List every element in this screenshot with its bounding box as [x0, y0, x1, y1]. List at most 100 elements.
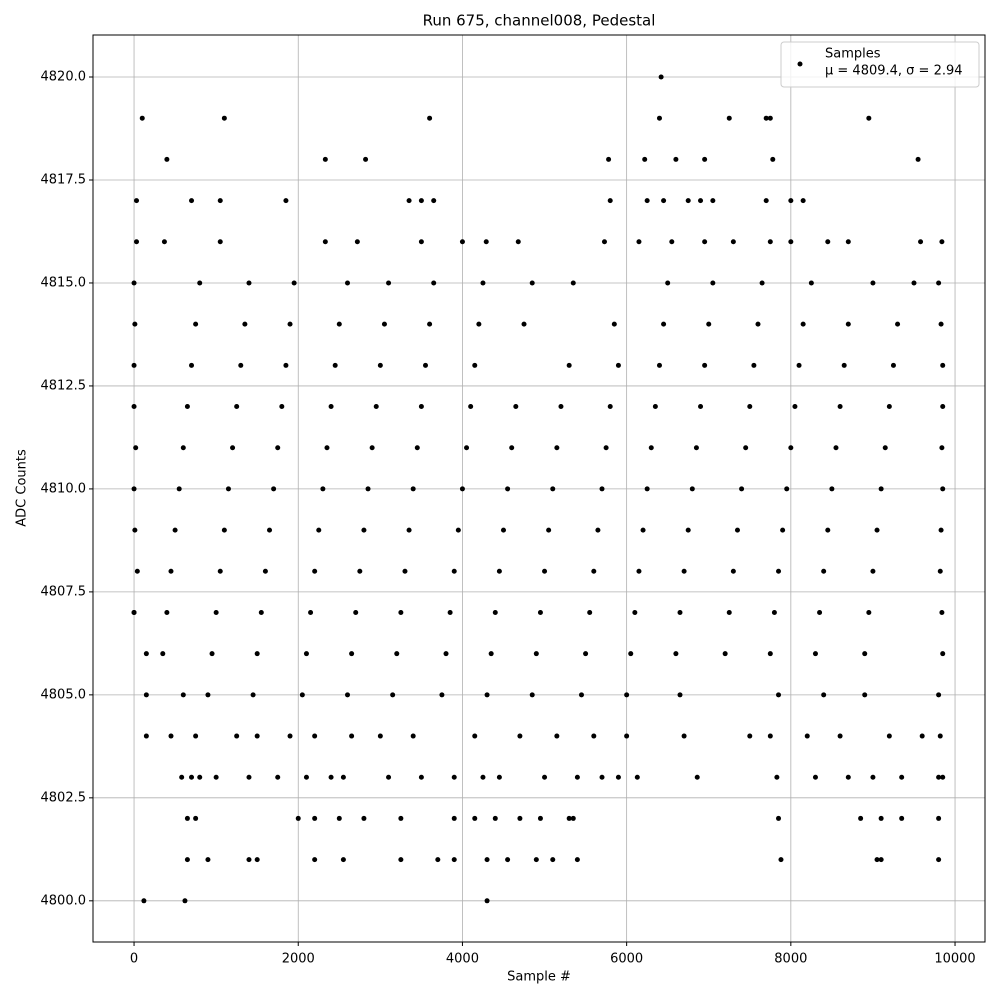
point [937, 733, 943, 739]
point [353, 609, 359, 615]
point [778, 857, 784, 863]
point [837, 404, 843, 410]
point [730, 239, 736, 245]
point [410, 486, 416, 492]
grid [93, 35, 985, 942]
point [459, 486, 465, 492]
point [505, 486, 511, 492]
point [143, 733, 149, 739]
point [558, 404, 564, 410]
point [161, 239, 167, 245]
x-tick-label: 4000 [446, 952, 479, 967]
point [591, 733, 597, 739]
legend-note: μ = 4809.4, σ = 2.94 [825, 64, 963, 79]
point [800, 198, 806, 204]
point [722, 651, 728, 657]
point [825, 527, 831, 533]
point [804, 733, 810, 739]
point [936, 815, 942, 821]
point [258, 609, 264, 615]
point [658, 74, 664, 80]
point [624, 733, 630, 739]
point [570, 280, 576, 286]
point [702, 362, 708, 368]
point [611, 321, 617, 327]
point [480, 774, 486, 780]
point [439, 692, 445, 698]
point [689, 486, 695, 492]
point [533, 651, 539, 657]
point [472, 733, 478, 739]
point [464, 445, 470, 451]
point [542, 568, 548, 574]
point [336, 321, 342, 327]
point [529, 692, 535, 698]
point [858, 815, 864, 821]
point [418, 774, 424, 780]
point [365, 486, 371, 492]
point [455, 527, 461, 533]
point [131, 280, 137, 286]
point [767, 651, 773, 657]
point [254, 857, 260, 863]
point [767, 239, 773, 245]
point [644, 486, 650, 492]
point [812, 774, 818, 780]
point [197, 280, 203, 286]
point [373, 404, 379, 410]
point [940, 404, 946, 410]
point [132, 527, 138, 533]
point [792, 404, 798, 410]
point [845, 774, 851, 780]
point [730, 568, 736, 574]
y-tick-label: 4800.0 [41, 893, 87, 908]
point [394, 651, 400, 657]
point [693, 445, 699, 451]
point [279, 404, 285, 410]
point [324, 445, 330, 451]
point [808, 280, 814, 286]
point [537, 609, 543, 615]
x-tick-label: 6000 [610, 952, 643, 967]
point [796, 362, 802, 368]
point [217, 568, 223, 574]
points [131, 74, 946, 904]
point [287, 733, 293, 739]
point [488, 651, 494, 657]
point [275, 445, 281, 451]
point [899, 774, 905, 780]
point [726, 115, 732, 121]
point [131, 609, 137, 615]
point [669, 239, 675, 245]
point [312, 733, 318, 739]
y-tick-label: 4815.0 [41, 275, 87, 290]
point [784, 486, 790, 492]
point [747, 733, 753, 739]
legend-box [780, 41, 980, 88]
point [418, 198, 424, 204]
point [308, 609, 314, 615]
y-tick-label: 4802.5 [41, 790, 87, 805]
point [484, 898, 490, 904]
point [554, 733, 560, 739]
point [250, 692, 256, 698]
point [771, 609, 777, 615]
point [349, 733, 355, 739]
point [213, 774, 219, 780]
point [755, 321, 761, 327]
point [164, 156, 170, 162]
point [636, 239, 642, 245]
point [143, 651, 149, 657]
point [377, 733, 383, 739]
point [189, 774, 195, 780]
point [915, 156, 921, 162]
point [788, 445, 794, 451]
point [451, 568, 457, 574]
point [862, 651, 868, 657]
point [134, 568, 140, 574]
point [936, 774, 942, 780]
point [776, 568, 782, 574]
point [866, 609, 872, 615]
point [918, 239, 924, 245]
point [890, 362, 896, 368]
